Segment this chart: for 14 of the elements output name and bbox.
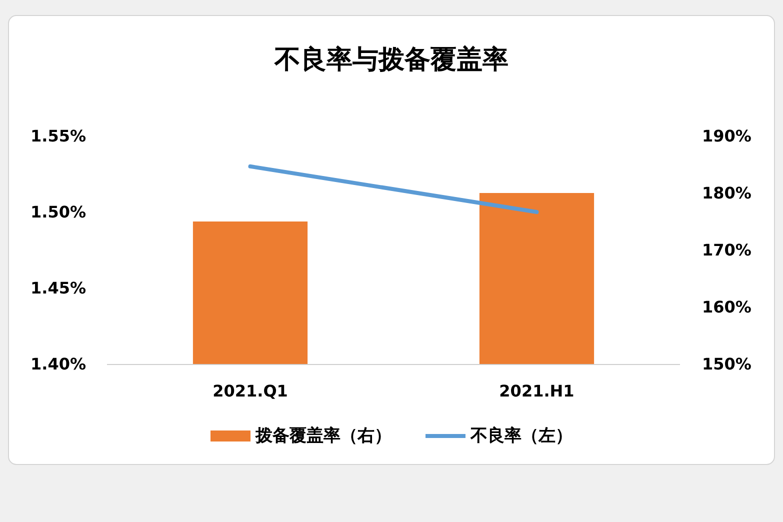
x-tick-label: 2021.Q1 (212, 382, 288, 400)
x-tick-label: 2021.H1 (499, 382, 574, 400)
y2-tick-label: 160% (702, 298, 752, 316)
y2-tick-label: 190% (702, 126, 752, 146)
y-tick-label: 1.40% (30, 354, 86, 374)
y-tick-label: 1.45% (30, 278, 86, 298)
chart-title: 不良率与拨备覆盖率 (274, 45, 508, 75)
legend-label: 拨备覆盖率（右） (254, 425, 392, 446)
y2-tick-label: 170% (702, 240, 752, 260)
y2-tick-label: 150% (702, 354, 752, 374)
y-tick-label: 1.50% (30, 202, 86, 222)
legend-label: 不良率（左） (470, 426, 572, 446)
y2-tick-label: 180% (702, 184, 752, 202)
y-tick-label: 1.55% (30, 126, 86, 146)
